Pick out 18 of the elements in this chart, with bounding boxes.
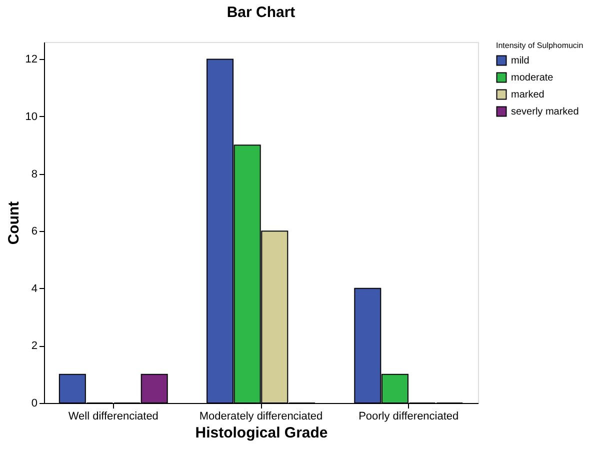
x-tick-label: Well differenciated xyxy=(68,410,158,422)
y-tick-label: 8 xyxy=(31,168,38,180)
legend-label: mild xyxy=(511,56,530,66)
x-tick-label: Moderately differenciated xyxy=(199,410,323,422)
x-axis-title: Histological Grade xyxy=(195,424,328,442)
y-tick-label: 0 xyxy=(31,398,38,410)
chart-title: Bar Chart xyxy=(226,4,296,21)
y-tick-label: 4 xyxy=(31,282,38,295)
y-tick-label: 6 xyxy=(31,226,38,238)
legend-title: Intensity of Sulphomucin xyxy=(496,41,584,50)
x-tick-label: Poorly differenciated xyxy=(358,410,459,422)
y-axis-title: Count xyxy=(5,201,22,245)
legend-label: moderate xyxy=(511,72,554,84)
legend-label: marked xyxy=(511,90,544,100)
legend-label: severly marked xyxy=(511,106,579,118)
y-tick-label: 10 xyxy=(25,110,38,123)
y-tick-label: 12 xyxy=(25,54,38,66)
y-tick-label: 2 xyxy=(31,340,38,352)
